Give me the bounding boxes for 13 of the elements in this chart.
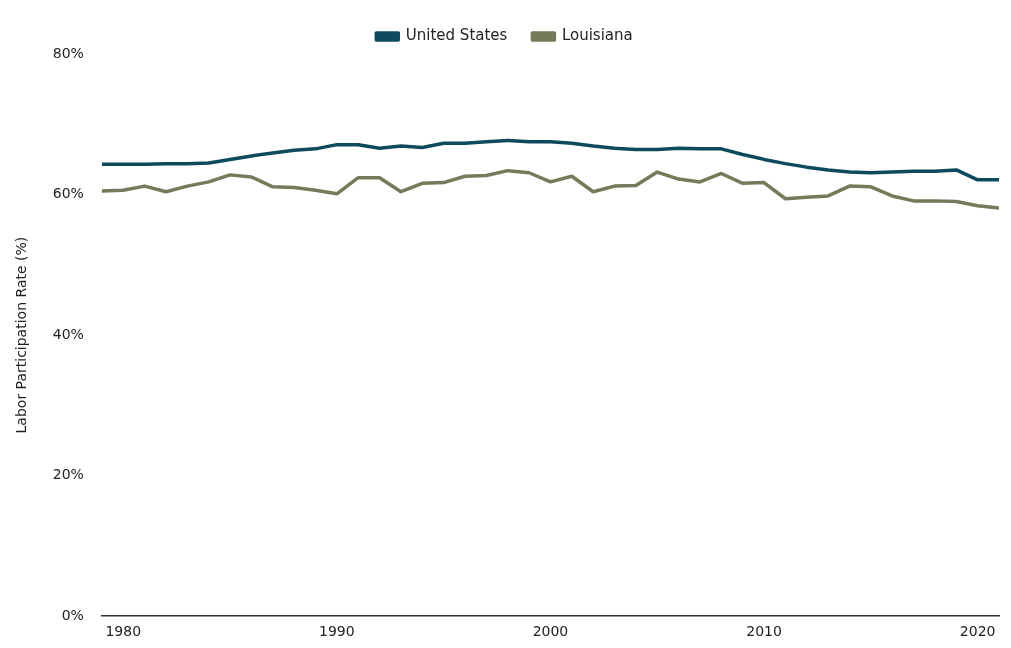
x-tick-label: 1990 <box>319 623 355 640</box>
x-tick-label: 2020 <box>959 623 996 640</box>
x-tick-label: 1980 <box>105 623 142 640</box>
y-tick-label: 20% <box>52 466 84 483</box>
y-tick-label: 60% <box>52 185 84 202</box>
x-tick-label: 2010 <box>746 623 782 640</box>
y-tick-label: 80% <box>52 44 84 61</box>
y-tick-label: 40% <box>52 325 84 342</box>
y-axis-title: Labor Participation Rate (%) <box>13 236 30 434</box>
x-tick-label: 2000 <box>532 623 569 640</box>
legend-label: United States <box>405 26 508 45</box>
legend-label: Louisiana <box>561 26 633 45</box>
y-tick-label: 0% <box>61 606 84 623</box>
